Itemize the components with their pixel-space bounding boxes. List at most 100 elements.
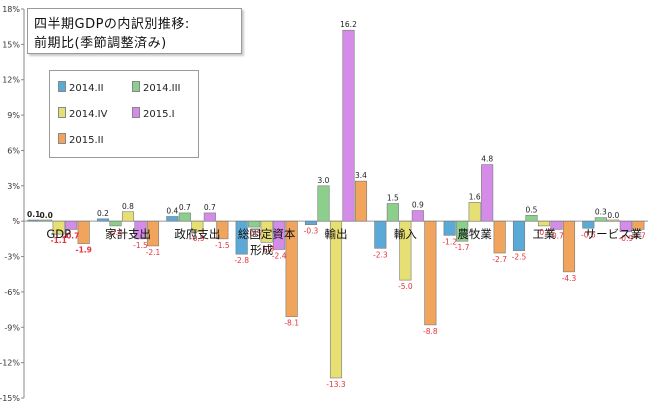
data-label: -2.5 [512, 253, 527, 262]
y-tick-label: 9% [7, 111, 20, 120]
data-label: 16.2 [340, 20, 357, 29]
legend-item-2015-ii: 2015.II [58, 133, 104, 147]
legend-swatch-2014-ii [58, 81, 66, 92]
y-tick-label: -9% [4, 323, 20, 332]
legend-label: 2015.II [69, 135, 104, 146]
bar-2015-i-3 [273, 220, 286, 250]
legend-item-2015-i: 2015.I [132, 107, 175, 121]
data-label: 0.0 [40, 211, 53, 220]
chart-title-box: 四半期GDPの内訳別推移: 前期比(季節調整済み) [27, 8, 242, 54]
data-label: -8.8 [423, 327, 438, 336]
bar-2015-ii-2 [216, 220, 229, 240]
bar-2014-ii-1 [96, 218, 110, 222]
legend-item-2014-iii: 2014.III [132, 81, 180, 95]
data-label: 0.7 [179, 203, 191, 212]
data-label: 3.4 [355, 171, 367, 180]
bar-2015-i-1 [134, 220, 147, 240]
bar-2014-iii-3 [248, 220, 261, 228]
category-label: 政府支出 [174, 227, 220, 241]
bar-2015-i-5 [411, 210, 424, 222]
legend: 2014.II 2014.III 2014.IV 2015.I 2015.II [49, 70, 199, 158]
bar-2014-ii-7 [512, 220, 526, 251]
bar-2015-ii-8 [632, 220, 645, 230]
data-label: -2.3 [373, 250, 388, 259]
bar-2015-ii-4 [354, 180, 368, 222]
category-label: サービス業 [585, 227, 643, 241]
legend-label: 2015.I [143, 109, 175, 120]
bar-2014-iv-2 [191, 220, 204, 233]
bar-2015-ii-1 [146, 220, 160, 247]
y-tick-label: -3% [4, 253, 20, 262]
data-label: 0.4 [166, 206, 178, 215]
y-tick-label: % [12, 217, 20, 226]
legend-item-2014-ii: 2014.II [58, 81, 104, 95]
bar-2015-ii-5 [424, 220, 437, 326]
legend-swatch-2014-iii [132, 81, 140, 92]
legend-label: 2014.II [69, 83, 104, 94]
data-label: 0.5 [526, 205, 538, 214]
bar-2014-iv-5 [399, 220, 412, 281]
legend-label: 2014.III [143, 83, 181, 94]
data-label: 4.8 [481, 155, 493, 164]
bar-2014-iii-0 [40, 219, 53, 222]
data-label: 0.0 [607, 211, 619, 220]
bar-2014-iii-5 [386, 203, 399, 222]
bar-2015-ii-0 [77, 220, 90, 244]
data-label: 3.0 [318, 176, 330, 185]
bar-2014-iii-1 [109, 220, 122, 227]
category-label: 農牧業 [457, 227, 492, 241]
category-label: 工業 [533, 227, 556, 241]
category-label: 形成 [250, 243, 273, 257]
chart-title-line-2: 前期比(季節調整済み) [34, 36, 167, 51]
y-tick-label: -15% [0, 394, 20, 402]
data-label: 0.8 [122, 202, 134, 211]
bars-layer [27, 29, 645, 379]
y-tick-label: 15% [2, 40, 20, 49]
y-tick-label: 18% [2, 5, 20, 14]
bar-2014-ii-6 [443, 220, 456, 236]
y-tick-label: -12% [0, 359, 20, 368]
category-label: 輸出 [325, 227, 348, 241]
bar-2015-i-8 [619, 220, 632, 233]
bar-2015-i-2 [203, 212, 216, 222]
data-label: -1.1 [50, 236, 66, 245]
data-label: -0.4 [537, 228, 552, 237]
bar-2014-iv-7 [537, 220, 551, 227]
bar-2014-iii-4 [317, 185, 330, 222]
y-tick-label: 6% [7, 146, 20, 155]
data-label: -5.0 [398, 282, 413, 291]
bar-2015-ii-7 [562, 220, 576, 273]
data-label: -0.9 [619, 234, 634, 243]
bar-2014-ii-2 [166, 216, 179, 222]
data-label: -2.7 [492, 255, 507, 264]
bar-2015-i-4 [342, 29, 355, 222]
legend-swatch-2014-iv [58, 107, 66, 118]
data-label: -0.7 [549, 231, 564, 240]
data-label: 0.1 [27, 210, 40, 219]
data-label: 0.9 [412, 201, 424, 210]
data-label: -2.1 [146, 248, 161, 257]
bar-2014-iii-7 [525, 214, 538, 222]
bar-2014-iv-1 [121, 211, 135, 222]
bar-2015-ii-6 [493, 220, 506, 254]
legend-label: 2014.IV [69, 109, 108, 120]
bar-2014-ii-0 [27, 219, 40, 222]
bar-2014-iv-3 [260, 220, 273, 243]
data-label: -0.3 [304, 227, 319, 236]
bar-2015-i-0 [65, 220, 78, 230]
bar-2014-ii-8 [582, 220, 595, 229]
data-label: -2.8 [234, 256, 249, 265]
y-tick-label: -6% [4, 288, 20, 297]
data-label: 0.7 [204, 203, 216, 212]
bar-2014-iv-4 [329, 220, 343, 379]
bar-2014-ii-5 [374, 220, 387, 249]
category-label: 輸入 [394, 227, 417, 241]
bar-2015-i-7 [550, 220, 563, 230]
bar-2014-ii-4 [304, 220, 318, 226]
bar-2014-ii-3 [235, 220, 248, 255]
data-label: -0.9 [190, 234, 205, 243]
data-label: -8.1 [284, 319, 299, 328]
bar-2014-iii-8 [594, 217, 607, 222]
category-label: GDP [46, 227, 71, 241]
